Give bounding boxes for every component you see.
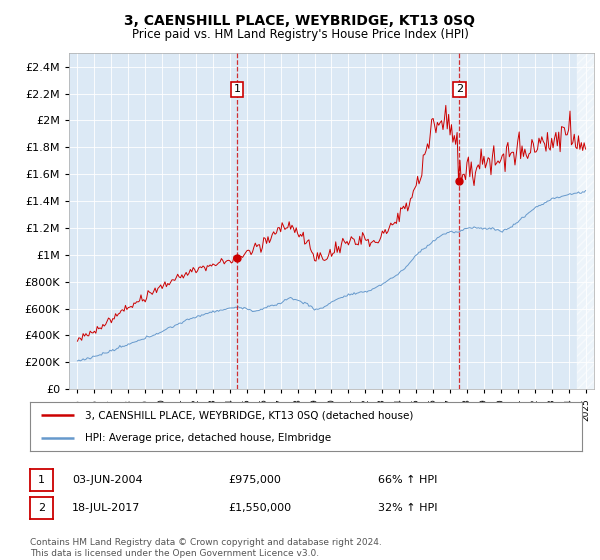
Text: 03-JUN-2004: 03-JUN-2004 bbox=[72, 475, 143, 485]
Text: 66% ↑ HPI: 66% ↑ HPI bbox=[378, 475, 437, 485]
Text: 2: 2 bbox=[455, 85, 463, 95]
Text: £975,000: £975,000 bbox=[228, 475, 281, 485]
Text: 1: 1 bbox=[38, 475, 45, 485]
Text: 3, CAENSHILL PLACE, WEYBRIDGE, KT13 0SQ (detached house): 3, CAENSHILL PLACE, WEYBRIDGE, KT13 0SQ … bbox=[85, 410, 413, 421]
Text: £1,550,000: £1,550,000 bbox=[228, 503, 291, 513]
Text: HPI: Average price, detached house, Elmbridge: HPI: Average price, detached house, Elmb… bbox=[85, 433, 331, 444]
Text: 32% ↑ HPI: 32% ↑ HPI bbox=[378, 503, 437, 513]
Text: Price paid vs. HM Land Registry's House Price Index (HPI): Price paid vs. HM Land Registry's House … bbox=[131, 28, 469, 41]
Text: 1: 1 bbox=[233, 85, 241, 95]
Text: 3, CAENSHILL PLACE, WEYBRIDGE, KT13 0SQ: 3, CAENSHILL PLACE, WEYBRIDGE, KT13 0SQ bbox=[125, 14, 476, 28]
Bar bbox=[577, 53, 594, 389]
Text: Contains HM Land Registry data © Crown copyright and database right 2024.
This d: Contains HM Land Registry data © Crown c… bbox=[30, 538, 382, 558]
Text: 18-JUL-2017: 18-JUL-2017 bbox=[72, 503, 140, 513]
Text: 2: 2 bbox=[38, 503, 45, 513]
